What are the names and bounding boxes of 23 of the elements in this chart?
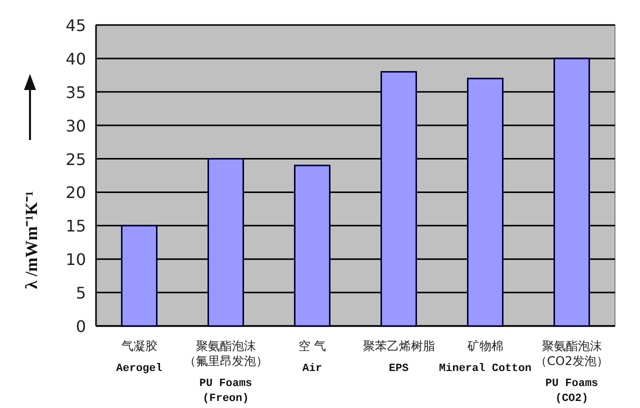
- x-tick-label: 聚苯乙烯树脂 EPS: [362, 339, 435, 375]
- y-tick-label: 25: [66, 150, 86, 169]
- y-tick-label: 35: [66, 82, 86, 102]
- bar: [467, 78, 504, 327]
- y-tick-label: 40: [66, 49, 86, 68]
- x-tick-label: 气凝胶 Aerogel: [116, 339, 163, 375]
- y-tick-label: 10: [66, 250, 86, 270]
- y-tick-label: 15: [66, 216, 86, 236]
- bar: [121, 224, 158, 327]
- x-tick-label: 矿物棉 Mineral Cotton: [439, 339, 532, 375]
- x-tick-label: 聚氨酯泡沫（氟里昂发泡） PU Foams (Freon): [184, 339, 268, 405]
- bar: [294, 164, 330, 327]
- bar: [208, 158, 244, 327]
- y-tick-label: 30: [66, 116, 86, 136]
- y-tick-label: 5: [76, 284, 86, 303]
- y-tick-label: 20: [66, 183, 86, 202]
- y-tick-label: 45: [66, 16, 86, 35]
- y-axis-title: λ /mWm⁻¹K⁻¹: [22, 190, 41, 290]
- y-tick-label: 0: [76, 317, 86, 336]
- bar: [380, 71, 417, 327]
- x-tick-label: 空 气 Air: [298, 339, 326, 375]
- bar: [554, 58, 590, 327]
- x-tick-label: 聚氨酯泡沫（CO2发泡） PU Foams (CO2): [535, 339, 608, 405]
